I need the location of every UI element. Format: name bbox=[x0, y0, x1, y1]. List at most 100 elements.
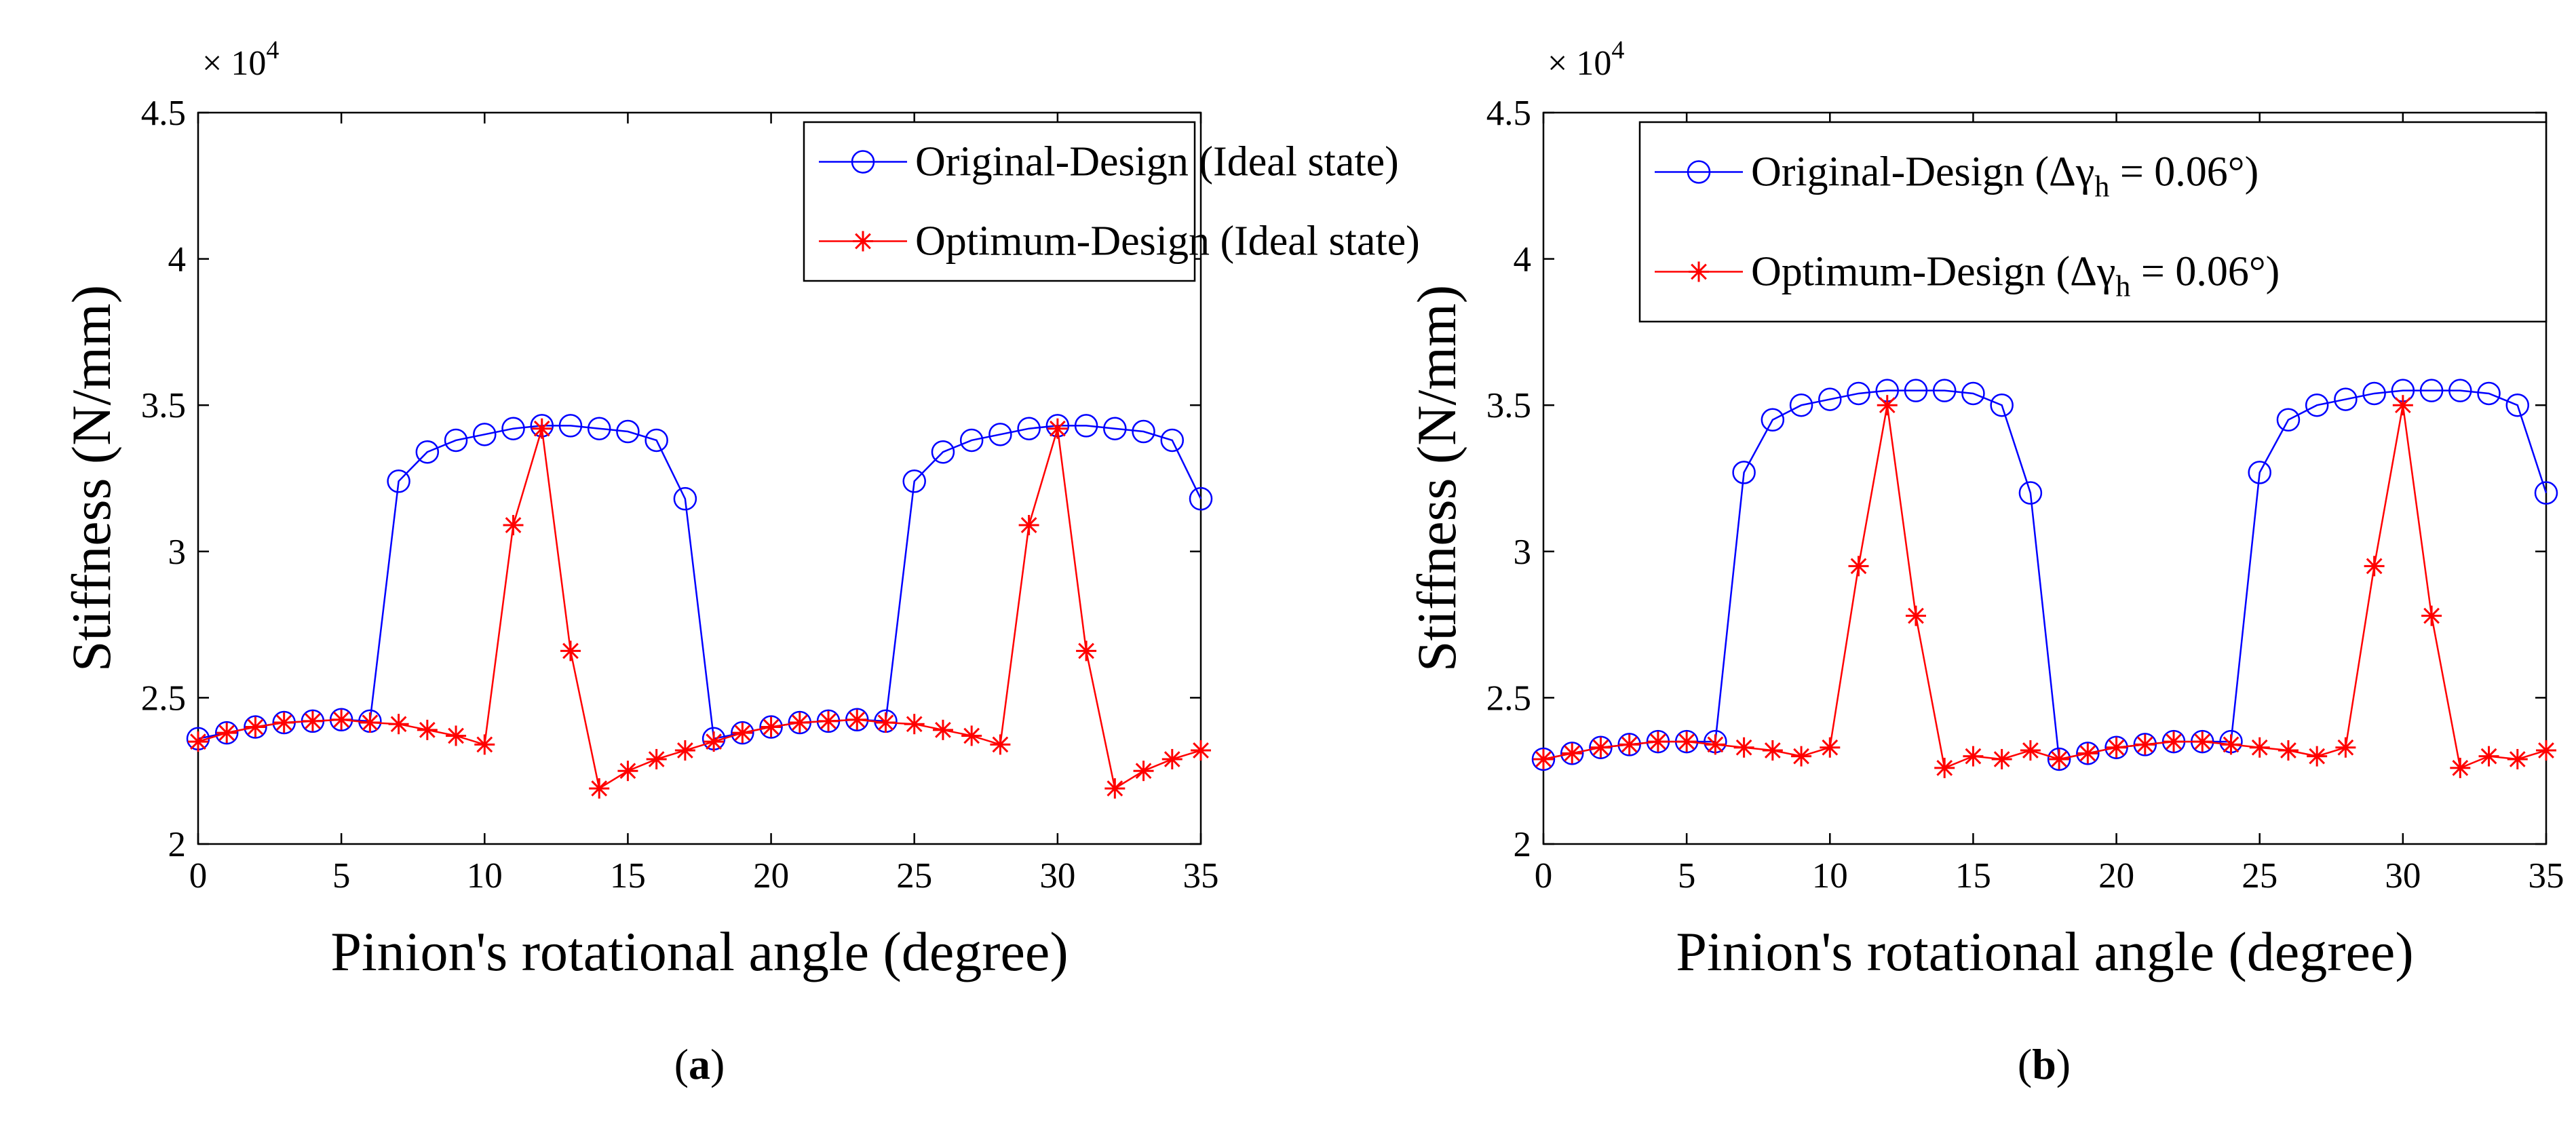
legend-label-rest: = 0.06°) bbox=[2109, 149, 2258, 195]
x-axis-label: Pinion's rotational angle (degree) bbox=[330, 921, 1068, 982]
data-point-asterisk bbox=[2277, 740, 2299, 761]
data-point-circle bbox=[2047, 747, 2071, 771]
data-point-asterisk bbox=[1018, 514, 1039, 535]
data-point-asterisk bbox=[732, 723, 753, 744]
data-point-asterisk bbox=[1647, 731, 1668, 752]
data-point-asterisk bbox=[560, 640, 581, 662]
data-point-asterisk bbox=[1905, 605, 1926, 626]
y-tick-label: 3.5 bbox=[1486, 386, 1531, 425]
data-point-asterisk bbox=[2020, 740, 2041, 761]
data-point-circle bbox=[1732, 461, 1756, 484]
legend-marker-circle bbox=[1687, 160, 1711, 184]
y-tick-label: 2.5 bbox=[1486, 678, 1531, 718]
panel-label-close: ) bbox=[2056, 1040, 2071, 1088]
legend-marker-asterisk bbox=[853, 231, 873, 252]
data-point-circle bbox=[1531, 747, 1556, 771]
data-point-circle bbox=[759, 715, 783, 739]
data-point-circle bbox=[1818, 387, 1842, 411]
x-tick-label: 35 bbox=[1183, 856, 1219, 896]
data-point-circle bbox=[244, 715, 267, 739]
data-point-circle bbox=[2104, 735, 2128, 759]
data-point-asterisk bbox=[1619, 734, 1640, 755]
data-point-asterisk bbox=[1848, 556, 1869, 577]
x-tick-label: 5 bbox=[332, 856, 351, 896]
data-point-circle bbox=[2248, 461, 2271, 484]
y-multiplier-base: × 10 bbox=[202, 44, 266, 83]
data-point-circle bbox=[902, 469, 926, 493]
data-point-asterisk bbox=[875, 712, 896, 733]
data-point-asterisk bbox=[2307, 746, 2328, 767]
data-point-circle bbox=[473, 423, 497, 446]
data-point-circle bbox=[2305, 393, 2329, 417]
data-point-asterisk bbox=[589, 778, 610, 799]
data-point-asterisk bbox=[904, 714, 925, 735]
x-tick-label: 15 bbox=[610, 856, 646, 896]
series-optimum-design bbox=[1533, 395, 2556, 778]
panel-label-letter: a bbox=[689, 1040, 710, 1088]
data-point-asterisk bbox=[2249, 737, 2270, 758]
data-point-asterisk bbox=[273, 712, 294, 733]
data-point-circle bbox=[2133, 733, 2157, 756]
legend-label-subscript: h bbox=[2094, 170, 2109, 204]
data-point-asterisk bbox=[188, 731, 208, 752]
data-point-asterisk bbox=[531, 418, 552, 439]
data-point-circle bbox=[645, 428, 668, 453]
y-multiplier-exponent: 4 bbox=[1611, 36, 1624, 64]
legend-entry-optimum-design: Optimum-Design (Ideal state) bbox=[819, 218, 1420, 265]
panel-label-open: ( bbox=[674, 1040, 689, 1088]
data-point-circle bbox=[1617, 733, 1641, 756]
data-point-circle bbox=[1103, 417, 1127, 440]
y-tick-label: 2.5 bbox=[141, 678, 186, 718]
x-tick-label: 0 bbox=[189, 856, 208, 896]
data-point-asterisk bbox=[1762, 740, 1783, 761]
data-point-asterisk bbox=[1991, 748, 2012, 769]
data-point-asterisk bbox=[789, 712, 810, 733]
data-point-circle bbox=[2076, 742, 2100, 765]
data-point-asterisk bbox=[617, 761, 638, 782]
x-tick-label: 5 bbox=[1678, 856, 1696, 896]
data-point-circle bbox=[2505, 393, 2530, 417]
data-point-circle bbox=[1132, 419, 1155, 444]
data-point-asterisk bbox=[388, 714, 409, 735]
data-point-asterisk bbox=[1705, 734, 1726, 755]
series-line bbox=[197, 425, 1202, 740]
x-tick-label: 10 bbox=[467, 856, 503, 896]
y-tick-label: 3 bbox=[1514, 533, 1532, 572]
data-point-asterisk bbox=[990, 734, 1011, 755]
data-point-circle bbox=[214, 721, 239, 745]
data-point-asterisk bbox=[1877, 395, 1898, 416]
data-point-asterisk bbox=[446, 725, 467, 746]
data-point-circle bbox=[1847, 381, 1870, 406]
data-point-asterisk bbox=[847, 709, 868, 730]
x-tick-label: 25 bbox=[896, 856, 932, 896]
data-point-circle bbox=[558, 414, 583, 438]
data-point-circle bbox=[444, 428, 468, 453]
data-point-asterisk bbox=[1047, 418, 1068, 439]
data-point-asterisk bbox=[932, 719, 953, 740]
data-point-asterisk bbox=[1820, 737, 1841, 758]
y-tick-label: 3.5 bbox=[141, 386, 186, 425]
legend-box bbox=[803, 121, 1196, 282]
y-multiplier: × 104 bbox=[202, 36, 279, 83]
data-point-circle bbox=[1789, 393, 1813, 417]
data-point-asterisk bbox=[2450, 757, 2471, 778]
panel-label-open: ( bbox=[2018, 1040, 2032, 1088]
data-point-asterisk bbox=[1191, 740, 1211, 761]
y-axis-label: Stiffness (N/mm) bbox=[60, 285, 122, 672]
data-point-asterisk bbox=[2392, 395, 2413, 416]
y-tick-label: 4 bbox=[168, 240, 187, 280]
data-point-circle bbox=[2448, 379, 2472, 402]
data-point-circle bbox=[1560, 742, 1584, 765]
data-point-asterisk bbox=[761, 716, 782, 737]
data-point-asterisk bbox=[961, 725, 982, 746]
data-point-circle bbox=[959, 428, 984, 453]
legend-box bbox=[1638, 121, 2548, 323]
data-point-asterisk bbox=[302, 710, 323, 731]
data-point-asterisk bbox=[1733, 737, 1754, 758]
data-point-asterisk bbox=[2106, 737, 2127, 758]
x-tick-label: 20 bbox=[753, 856, 789, 896]
x-axis-label: Pinion's rotational angle (degree) bbox=[1676, 921, 2413, 982]
data-point-circle bbox=[1074, 414, 1098, 438]
data-point-circle bbox=[673, 486, 697, 511]
